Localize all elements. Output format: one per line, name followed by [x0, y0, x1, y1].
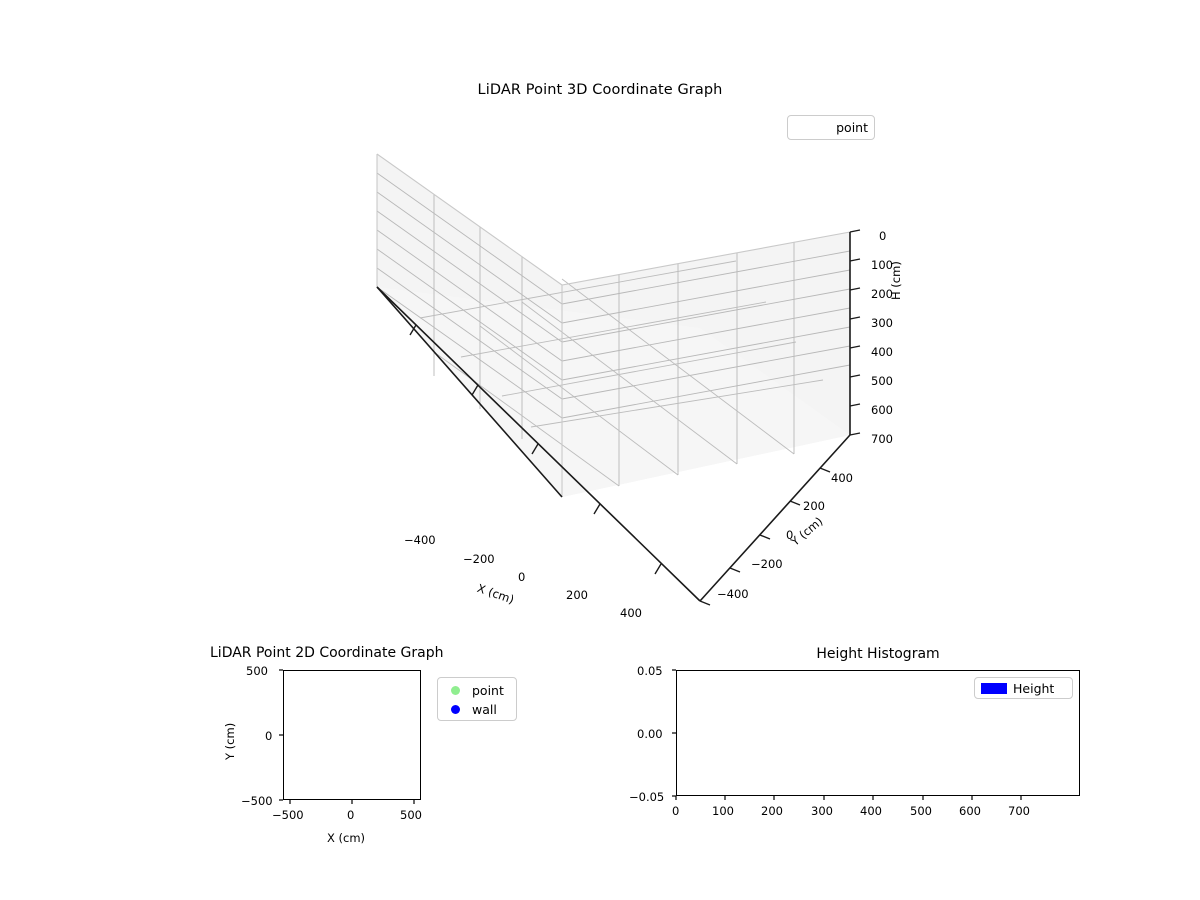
plot2d-ticks — [279, 669, 415, 804]
axis-line-unused — [376, 286, 563, 498]
plot3d-xtick-3: 200 — [566, 588, 588, 602]
plot3d-ztick-5: 500 — [871, 374, 893, 388]
plot2d-yaxis-label: Y (cm) — [223, 722, 237, 760]
plot3d-legend[interactable]: point — [787, 115, 875, 140]
histogram-ticks — [672, 669, 1022, 800]
plot3d-ztick-1: 100 — [871, 258, 893, 272]
height-patch-icon — [975, 682, 1013, 694]
point-marker-icon — [438, 686, 472, 695]
histogram-xtick-1: 100 — [712, 804, 734, 818]
plot2d-ytick-2: −500 — [241, 794, 273, 808]
plot3d-ytick-3: 200 — [803, 499, 825, 513]
plot3d-ztick-4: 400 — [871, 345, 893, 359]
plot2d-xtick-2: 500 — [400, 808, 422, 822]
plot3d-ztick-7: 700 — [871, 432, 893, 446]
plot2d-axes[interactable] — [283, 670, 421, 800]
legend-entry-wall[interactable]: wall — [438, 700, 516, 719]
plot2d-xtick-0: −500 — [272, 808, 304, 822]
plot2d-legend[interactable]: point wall — [437, 677, 517, 721]
plot3d-gridlines-back — [561, 242, 851, 486]
plot3d-panes — [377, 154, 850, 497]
plot3d-axes[interactable] — [330, 130, 890, 630]
plot3d-ytick-2: 0 — [786, 528, 794, 542]
legend-label-wall: wall — [472, 702, 497, 717]
legend-entry-point[interactable]: point — [788, 116, 874, 139]
plot3d-zaxis-label: H (cm) — [889, 261, 903, 300]
axis-line-x — [376, 286, 701, 602]
plot3d-ytick-0: −400 — [717, 587, 749, 601]
plot3d-xtick-2: 0 — [518, 570, 526, 584]
plot3d-ztick-0: 0 — [879, 229, 887, 243]
plot3d-xtick-1: −200 — [463, 552, 495, 566]
legend-label-point: point — [472, 683, 504, 698]
plot3d-ztick-2: 200 — [871, 287, 893, 301]
histogram-xtick-2: 200 — [761, 804, 783, 818]
histogram-ytick-1: 0.00 — [637, 727, 663, 741]
axis-line-y — [699, 434, 851, 602]
histogram-title: Height Histogram — [816, 646, 940, 662]
plot2d-xtick-1: 0 — [347, 808, 355, 822]
legend-label-point: point — [836, 120, 868, 135]
plot2d-ytick-1: 0 — [265, 729, 273, 743]
histogram-xtick-7: 700 — [1008, 804, 1030, 818]
plot3d-ytick-4: 400 — [831, 471, 853, 485]
plot2d-xaxis-label: X (cm) — [327, 831, 366, 845]
plot3d-gridlines-left — [376, 172, 563, 439]
histogram-xtick-6: 600 — [959, 804, 981, 818]
plot3d-title: LiDAR Point 3D Coordinate Graph — [477, 82, 723, 98]
plot3d-axis-lines — [376, 232, 851, 602]
plot3d-gridlines-floor — [419, 260, 824, 487]
plot3d-zticks — [849, 229, 861, 436]
plot2d-title: LiDAR Point 2D Coordinate Graph — [210, 645, 444, 661]
plot3d-xtick-4: 400 — [620, 606, 642, 620]
histogram-ytick-0: 0.05 — [637, 664, 663, 678]
plot3d-yticks — [699, 467, 831, 606]
histogram-xtick-5: 500 — [910, 804, 932, 818]
plot3d-xticks — [409, 324, 662, 575]
plot3d-ztick-3: 300 — [871, 316, 893, 330]
plot3d-xtick-0: −400 — [404, 533, 436, 547]
histogram-xtick-3: 300 — [811, 804, 833, 818]
legend-entry-height[interactable]: Height — [975, 678, 1072, 698]
legend-entry-point[interactable]: point — [438, 681, 516, 700]
histogram-xtick-4: 400 — [860, 804, 882, 818]
plot3d-ztick-6: 600 — [871, 403, 893, 417]
plot3d-ytick-1: −200 — [751, 557, 783, 571]
histogram-legend[interactable]: Height — [974, 677, 1073, 699]
plot2d-ytick-0: 500 — [246, 664, 268, 678]
wall-marker-icon — [438, 705, 472, 714]
histogram-ytick-2: −0.05 — [629, 790, 665, 804]
legend-label-height: Height — [1013, 680, 1055, 696]
pane-floor — [377, 287, 850, 497]
histogram-xtick-0: 0 — [672, 804, 680, 818]
